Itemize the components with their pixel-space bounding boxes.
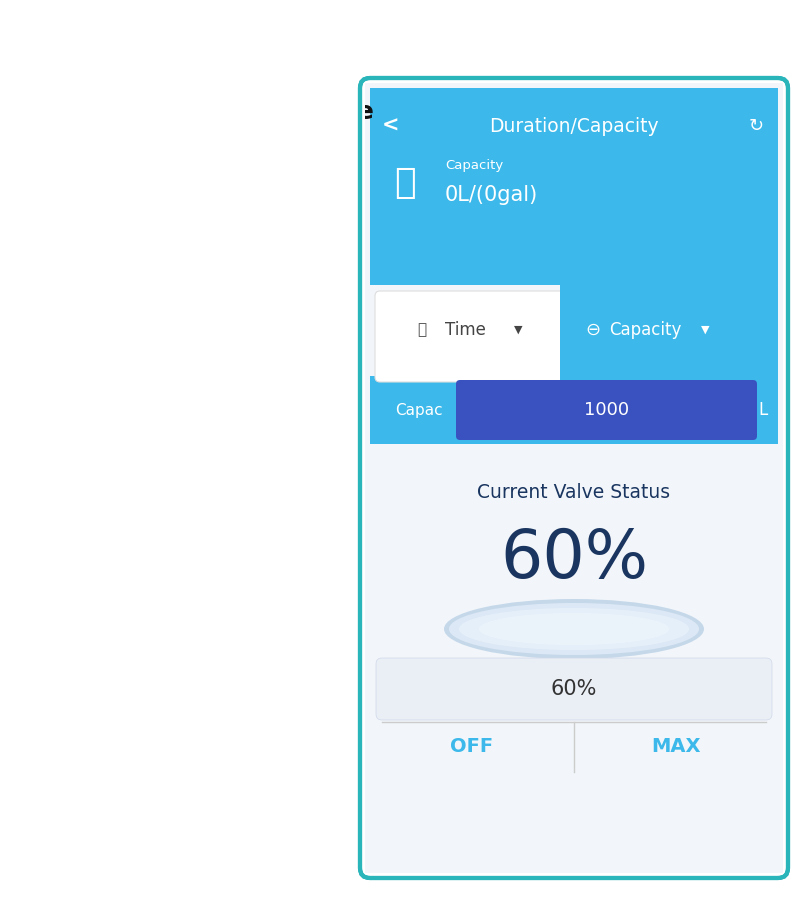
FancyBboxPatch shape [375, 291, 570, 382]
FancyBboxPatch shape [376, 658, 772, 720]
Text: Water consumption: Water consumption [68, 715, 236, 730]
Text: Capacity: Capacity [445, 159, 503, 171]
Text: Capacity: Capacity [609, 321, 681, 339]
Text: ▼: ▼ [514, 325, 522, 335]
Text: ▼: ▼ [701, 325, 710, 335]
Bar [0, 873, 800, 901]
Text: 1000: 1000 [584, 401, 629, 419]
Text: ⧖: ⧖ [394, 166, 416, 200]
Text: ♥: ♥ [31, 715, 53, 739]
Text: 0L/(0gal): 0L/(0gal) [445, 185, 538, 205]
Text: ♥: ♥ [31, 435, 53, 459]
Text: Time: Time [445, 321, 486, 339]
Text: ♥: ♥ [31, 175, 53, 199]
Text: Current Valve Status: Current Valve Status [478, 483, 670, 502]
Text: Can add installation
flowmeter: Can add installation flowmeter [30, 530, 314, 582]
Ellipse shape [449, 603, 699, 655]
Text: L: L [758, 401, 768, 419]
FancyBboxPatch shape [560, 281, 778, 385]
Bar [370, 88, 778, 285]
Text: ↻: ↻ [749, 117, 763, 135]
Ellipse shape [459, 608, 689, 650]
Bar [370, 444, 778, 868]
Text: 60%: 60% [551, 679, 597, 699]
Text: ♥: ♥ [31, 360, 53, 384]
Text: MAX: MAX [651, 738, 701, 757]
Text: Water consumption: Water consumption [68, 255, 236, 270]
Ellipse shape [479, 613, 669, 645]
Text: of irrigation: of irrigation [68, 197, 170, 212]
Ellipse shape [444, 599, 704, 659]
Text: Control the output: Control the output [68, 435, 228, 450]
Text: OFF: OFF [450, 738, 494, 757]
Text: size of water: size of water [68, 457, 178, 472]
FancyBboxPatch shape [456, 380, 757, 440]
Text: opening angle: opening angle [68, 382, 190, 397]
Text: Multiple irrigation mode: Multiple irrigation mode [30, 100, 374, 124]
Bar [370, 376, 778, 444]
Bar [0, 0, 800, 83]
Text: Controllable valve: Controllable valve [68, 360, 224, 375]
Text: 60%: 60% [500, 526, 648, 592]
Text: statistics: statistics [68, 737, 146, 752]
Text: ♥: ♥ [31, 255, 53, 279]
Text: irigation can be controller: irigation can be controller [68, 277, 291, 292]
Text: be controller: be controller [68, 667, 178, 682]
FancyBboxPatch shape [360, 78, 788, 878]
Text: Controlled duration: Controlled duration [68, 175, 235, 190]
Text: ⏰: ⏰ [418, 323, 426, 338]
Bar [0, 0, 365, 901]
Text: <: < [382, 116, 398, 136]
Text: Capac: Capac [395, 403, 442, 417]
Text: ♥: ♥ [31, 645, 53, 669]
Text: ⊖: ⊖ [586, 321, 601, 339]
Bar [783, 0, 800, 901]
Text: Duration/Capacity: Duration/Capacity [489, 116, 659, 135]
Text: Water consumption can: Water consumption can [68, 645, 271, 660]
